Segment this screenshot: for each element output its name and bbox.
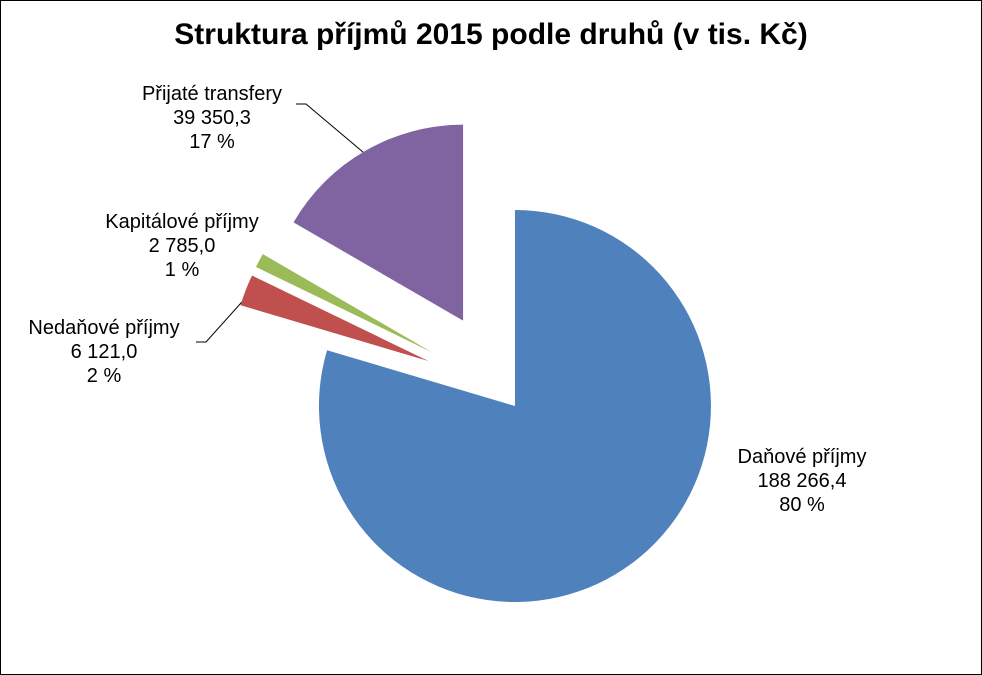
- leader-line: [196, 283, 259, 343]
- slice-label: Přijaté transfery: [142, 83, 282, 105]
- pie-slice: [255, 254, 433, 353]
- leader-lines: [196, 103, 371, 343]
- slice-value: 6 121,0: [71, 341, 138, 363]
- slice-value: 2 785,0: [149, 235, 216, 257]
- chart-title: Struktura příjmů 2015 podle druhů (v tis…: [174, 18, 807, 51]
- pie-slice: [293, 124, 464, 321]
- slice-percent: 80 %: [779, 494, 825, 516]
- slice-label: Kapitálové příjmy: [105, 211, 258, 233]
- pie-slice: [240, 275, 429, 362]
- slice-label: Daňové příjmy: [738, 446, 867, 468]
- leader-line: [296, 103, 371, 159]
- slice-percent: 2 %: [87, 365, 122, 387]
- slice-value: 188 266,4: [758, 470, 847, 492]
- pie-slice: [318, 210, 711, 603]
- slice-label: Nedaňové příjmy: [28, 317, 179, 339]
- slice-percent: 17 %: [189, 131, 235, 153]
- slice-percent: 1 %: [165, 259, 200, 281]
- slice-value: 39 350,3: [173, 107, 251, 129]
